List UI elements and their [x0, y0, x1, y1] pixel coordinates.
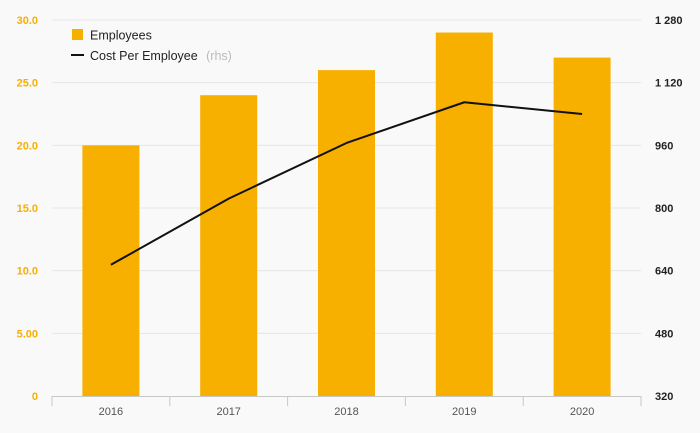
bar-2020	[553, 57, 611, 396]
line-series-cost-per-employee	[110, 101, 583, 266]
right-tick-label: 800	[655, 203, 673, 215]
legend: Employees Cost Per Employee (rhs)	[71, 29, 232, 64]
x-tick-label: 2019	[452, 406, 476, 418]
left-tick-label: 5.00	[17, 328, 38, 340]
left-tick-label: 0	[32, 391, 38, 403]
left-tick-label: 10.0	[17, 266, 38, 278]
x-tick-label: 2016	[99, 406, 123, 418]
bar-2018	[318, 70, 375, 396]
bar-2016	[82, 145, 140, 396]
right-tick-label: 1 120	[655, 78, 683, 90]
x-tick-label: 2020	[570, 406, 594, 418]
right-tick-label: 320	[655, 391, 673, 403]
legend-label-cost-per-employee: Cost Per Employee (rhs)	[90, 47, 232, 64]
bar-2019	[435, 32, 493, 397]
right-tick-label: 1 280	[655, 15, 683, 27]
right-tick-label: 480	[655, 328, 673, 340]
left-tick-label: 15.0	[17, 203, 38, 215]
right-tick-label: 640	[655, 266, 673, 278]
x-axis-labels: 2016 2017 2018 2019 2020	[99, 406, 595, 418]
left-tick-label: 20.0	[17, 140, 38, 152]
right-y-axis: 320 480 640 800 960 1 120 1 280	[655, 15, 683, 403]
right-tick-label: 960	[655, 140, 673, 152]
x-tick-label: 2017	[216, 406, 240, 418]
legend-label-employees: Employees	[90, 29, 152, 43]
bar-series-employees	[82, 32, 611, 397]
left-tick-label: 25.0	[17, 78, 38, 90]
bar-2017	[200, 95, 258, 396]
left-tick-label: 30.0	[17, 15, 38, 27]
legend-swatch-employees	[72, 29, 83, 40]
x-tick-label: 2018	[334, 406, 358, 418]
left-y-axis: 0 5.00 10.0 15.0 20.0 25.0 30.0	[17, 15, 38, 403]
legend-label-cost-per-employee-name: Cost Per Employee	[90, 49, 198, 63]
legend-label-rhs-suffix: (rhs)	[206, 49, 232, 63]
x-axis	[51, 396, 642, 406]
